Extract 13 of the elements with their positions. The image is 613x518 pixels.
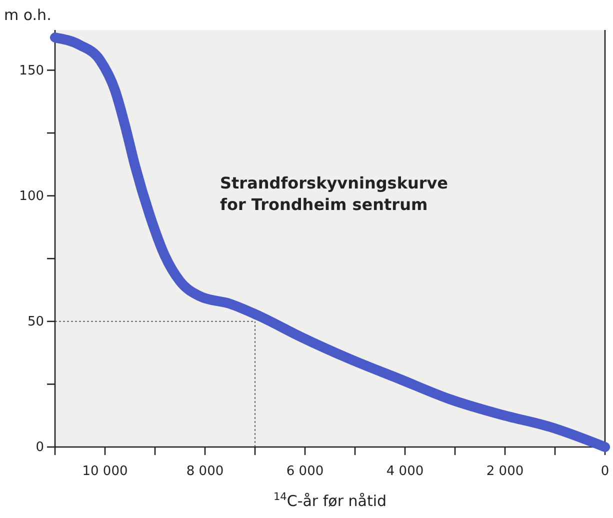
x-tick-label: 4 000 xyxy=(386,464,424,479)
y-tick-label: 100 xyxy=(19,188,44,204)
x-tick-label: 6 000 xyxy=(286,464,324,479)
y-tick-label: 50 xyxy=(27,314,44,330)
x-tick-label: 0 xyxy=(600,464,610,479)
text: Strandforskyvningskurve for Trondheim sentrum xyxy=(220,173,448,214)
x-axis-title: $^{14}$C-år før nåtid xyxy=(273,491,387,510)
x-tick-label: 8 000 xyxy=(186,464,224,479)
y-tick-label: 150 xyxy=(19,63,44,78)
y-axis-title: m o.h. xyxy=(4,6,52,24)
x-tick-label: 10 000 xyxy=(82,464,128,479)
y-tick-label: 0 xyxy=(36,440,44,456)
x-tick-label: 2 000 xyxy=(486,464,524,479)
